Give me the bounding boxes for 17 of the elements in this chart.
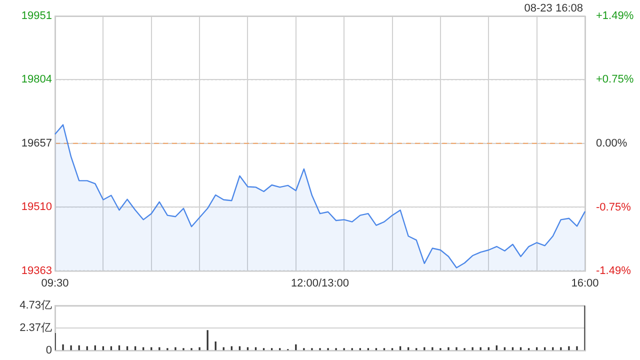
y-tick-label: 19951 xyxy=(21,10,52,22)
y-tick-label: 19363 xyxy=(21,264,52,277)
y-tick-label: 0 xyxy=(46,344,52,356)
x-tick-label: 09:30 xyxy=(41,277,69,290)
y-tick-label: 4.73亿 xyxy=(20,300,52,312)
x-tick-label: 12:00/13:00 xyxy=(290,277,350,290)
x-tick-label: 16:00 xyxy=(571,277,599,290)
y-tick-label: 2.37亿 xyxy=(20,322,52,334)
y-tick-label: 19804 xyxy=(21,74,52,86)
text: 08-23 16:08 xyxy=(524,2,583,15)
y2-tick-label: +0.75% xyxy=(596,73,634,86)
y2-tick-label: -1.49% xyxy=(596,264,632,277)
y2-tick-label: -0.75% xyxy=(596,202,632,214)
y-tick-label: 19657 xyxy=(21,137,52,150)
y2-tick-label: +1.49% xyxy=(596,10,634,22)
y-tick-label: 19510 xyxy=(21,201,52,214)
y2-tick-label: 0.00% xyxy=(596,137,628,150)
